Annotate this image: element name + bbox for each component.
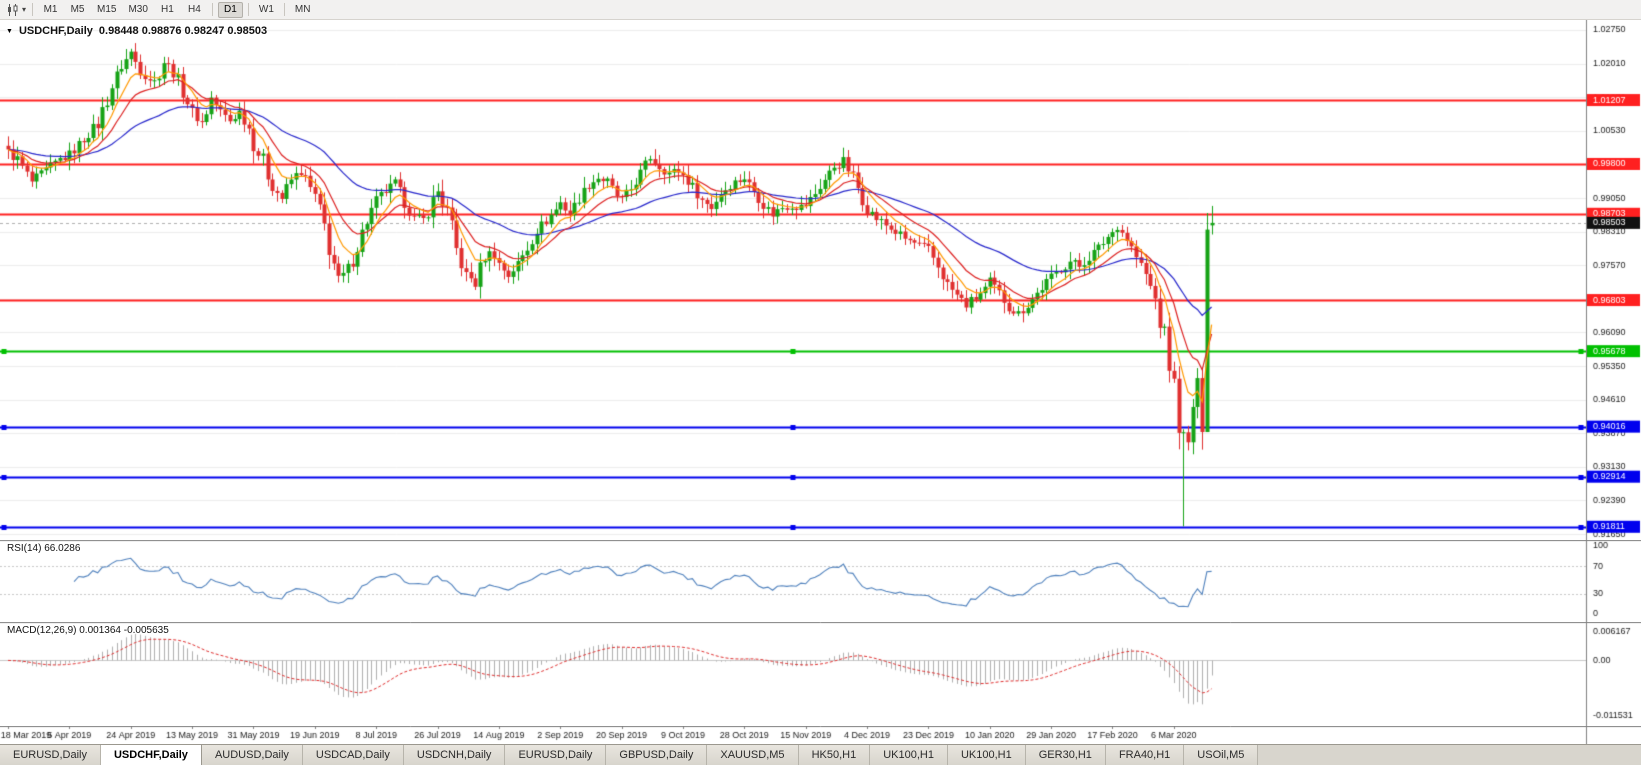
timeframe-button-w1[interactable]: W1 bbox=[258, 4, 274, 15]
timeframe-button-m15[interactable]: M15 bbox=[97, 4, 117, 15]
timeframe-button-h1[interactable]: H1 bbox=[161, 4, 174, 15]
macd-label: MACD(12,26,9) 0.001364 -0.005635 bbox=[7, 625, 169, 636]
price-chart-canvas[interactable] bbox=[0, 20, 1641, 540]
chart-tab-uk100-h1[interactable]: UK100,H1 bbox=[870, 745, 948, 765]
chart-tab-label: XAUUSD,M5 bbox=[720, 749, 785, 761]
timeframe-button-d1[interactable]: D1 bbox=[217, 1, 243, 18]
rsi-label: RSI(14) 66.0286 bbox=[7, 543, 81, 554]
timeframe-toolbar: ▾ M1 M5 M15 M30 H1 H4 D1 W1 MN bbox=[0, 0, 1641, 20]
toolbar-separator bbox=[211, 3, 213, 16]
chart-tab-uk100-h1[interactable]: UK100,H1 bbox=[947, 745, 1026, 765]
chart-tab-label: USOil,M5 bbox=[1197, 749, 1245, 761]
chart-tab-label: FRA40,H1 bbox=[1118, 749, 1171, 761]
timeframe-buttons-group: M1 M5 M15 M30 H1 H4 D1 W1 MN bbox=[37, 1, 316, 18]
chart-tab-usoil-m5[interactable]: USOil,M5 bbox=[1184, 745, 1259, 765]
chart-tab-usdcad-daily[interactable]: USDCAD,Daily bbox=[302, 745, 404, 765]
symbol-dropdown-icon[interactable]: ▼ bbox=[6, 27, 13, 35]
chart-tab-xauusd-m5[interactable]: XAUUSD,M5 bbox=[707, 745, 799, 765]
chart-tab-label: USDCHF,Daily bbox=[113, 749, 188, 761]
chart-tab-label: GER30,H1 bbox=[1038, 749, 1092, 761]
chart-ohlc-values: 0.98448 0.98876 0.98247 0.98503 bbox=[98, 25, 268, 37]
toolbar-separator bbox=[283, 3, 285, 16]
chart-tab-label: HK50,H1 bbox=[811, 749, 857, 761]
chart-tab-fra40-h1[interactable]: FRA40,H1 bbox=[1105, 745, 1185, 765]
time-axis-canvas[interactable] bbox=[0, 726, 1641, 744]
chart-tab-label: AUDUSD,Daily bbox=[214, 749, 289, 761]
timeframe-button-h4[interactable]: H4 bbox=[188, 4, 201, 15]
toolbar-separator bbox=[32, 3, 34, 16]
chart-tab-ger30-h1[interactable]: GER30,H1 bbox=[1025, 745, 1106, 765]
timeframe-button-m1[interactable]: M1 bbox=[43, 4, 58, 15]
chart-tab-eurusd-daily[interactable]: EURUSD,Daily bbox=[0, 745, 101, 765]
chart-tab-label: UK100,H1 bbox=[960, 749, 1012, 761]
macd-indicator-canvas[interactable] bbox=[0, 622, 1641, 726]
chart-tab-usdcnh-daily[interactable]: USDCNH,Daily bbox=[403, 745, 506, 765]
chart-tabs-bar: EURUSD,Daily USDCHF,Daily AUDUSD,Daily USDC… bbox=[0, 744, 1641, 765]
toolbar-separator bbox=[247, 3, 249, 16]
timeframe-button-mn[interactable]: MN bbox=[294, 4, 311, 15]
chart-tab-label: USDCAD,Daily bbox=[315, 749, 390, 761]
chart-tab-label: UK100,H1 bbox=[883, 749, 934, 761]
chart-tab-label: EURUSD,Daily bbox=[13, 749, 87, 761]
chart-tab-label: GBPUSD,Daily bbox=[619, 749, 694, 761]
chart-type-dropdown-caret-icon[interactable]: ▾ bbox=[22, 5, 27, 14]
chart-title: ▼ USDCHF,Daily 0.98448 0.98876 0.98247 0… bbox=[6, 25, 267, 37]
chart-tab-eurusd-daily[interactable]: EURUSD,Daily bbox=[505, 745, 607, 765]
chart-tab-label: EURUSD,Daily bbox=[518, 749, 593, 761]
chart-tab-hk50-h1[interactable]: HK50,H1 bbox=[798, 745, 871, 765]
rsi-indicator-canvas[interactable] bbox=[0, 540, 1641, 622]
chart-tab-label: USDCNH,Daily bbox=[416, 749, 492, 761]
chart-symbol-label: USDCHF,Daily bbox=[18, 25, 93, 37]
chart-type-icon[interactable] bbox=[4, 2, 22, 18]
chart-tab-audusd-daily[interactable]: AUDUSD,Daily bbox=[201, 745, 303, 765]
chart-tab-gbpusd-daily[interactable]: GBPUSD,Daily bbox=[606, 745, 708, 765]
timeframe-button-m30[interactable]: M30 bbox=[128, 4, 148, 15]
timeframe-button-m5[interactable]: M5 bbox=[70, 4, 85, 15]
chart-tab-usdchf-daily[interactable]: USDCHF,Daily bbox=[100, 745, 202, 765]
